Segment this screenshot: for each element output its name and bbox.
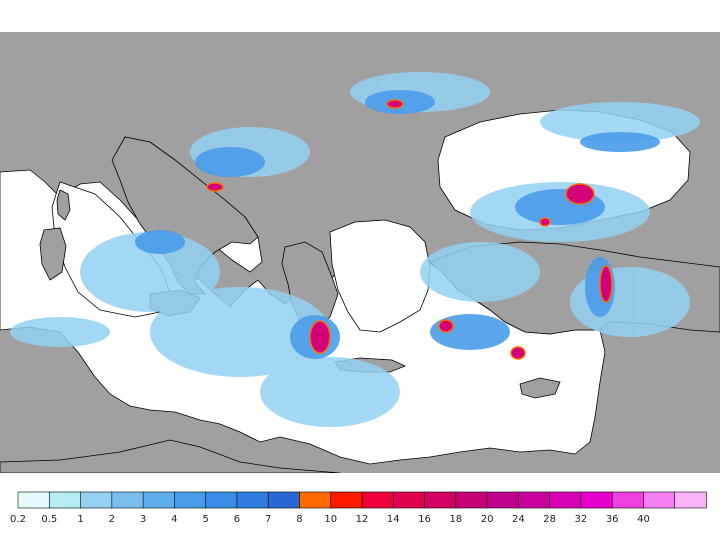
hotspot-eastern-anatolia (599, 265, 613, 303)
color-legend: 0.2 0.5 1 2 3 4 5 6 7 8 10 12 14 16 18 20 24 28 32 36 40 (10, 491, 707, 525)
legend-label: 12 (356, 514, 369, 525)
legend-swatch (142, 491, 176, 509)
precip-area (150, 287, 330, 377)
legend-swatch (299, 491, 332, 509)
legend-swatch (518, 491, 551, 509)
legend-label: 3 (140, 514, 146, 525)
hotspot-anatolia-north (539, 217, 551, 227)
legend-swatch (424, 491, 457, 509)
precip-area (540, 102, 700, 142)
precip-area (420, 242, 540, 302)
corsica-island (56, 189, 71, 221)
legend-swatch (330, 491, 363, 509)
precipitation-hotspots (206, 99, 613, 360)
legend-swatch (267, 491, 301, 509)
legend-swatch (455, 491, 488, 509)
legend-label: 10 (324, 514, 337, 525)
legend-swatch (205, 491, 238, 509)
legend-label: 14 (387, 514, 400, 525)
legend-swatch (549, 491, 582, 509)
legend-label: 8 (296, 514, 302, 525)
legend-label: 32 (575, 514, 588, 525)
hotspot-romania (386, 99, 404, 109)
cyprus-island (519, 377, 561, 399)
precipitation-map (0, 32, 720, 473)
hotspot-southern-turkey (510, 346, 526, 360)
legend-label: 6 (234, 514, 240, 525)
precip-area (135, 230, 185, 254)
legend-label: 20 (481, 514, 494, 525)
precip-area (195, 147, 265, 177)
legend-label: 0.5 (41, 514, 57, 525)
legend-swatch (48, 491, 82, 509)
legend-swatch (392, 491, 426, 509)
legend-label: 18 (449, 514, 462, 525)
legend-label: 5 (202, 514, 208, 525)
legend-swatch (643, 491, 676, 509)
hotspot-peloponnese (309, 320, 331, 354)
sardinia-island (39, 227, 67, 281)
legend-label: 2 (109, 514, 115, 525)
legend-label: 40 (637, 514, 650, 525)
legend-label: 16 (418, 514, 431, 525)
precip-area (430, 314, 510, 350)
legend-swatch (674, 491, 707, 509)
legend-swatch (174, 491, 207, 509)
legend-swatch (236, 491, 269, 509)
legend-swatch (486, 491, 520, 509)
legend-swatch (580, 491, 613, 509)
precip-area (80, 232, 220, 312)
legend-swatch (361, 491, 394, 509)
precip-area (580, 132, 660, 152)
hotspot-aegean-turkey (438, 319, 454, 333)
hotspot-black-sea-south (565, 183, 595, 205)
legend-label: 1 (77, 514, 83, 525)
north-africa-land (0, 439, 341, 473)
legend-label: 36 (606, 514, 619, 525)
legend-label: 24 (512, 514, 525, 525)
precip-area (260, 357, 400, 427)
legend-swatch (80, 491, 113, 509)
legend-label: 0.2 (10, 514, 26, 525)
aegean-sea (329, 219, 431, 333)
legend-label: 28 (543, 514, 556, 525)
legend-swatch (611, 491, 645, 509)
hotspot-bosnia (206, 182, 224, 192)
precipitation-field (10, 72, 700, 427)
legend-swatch (17, 491, 50, 509)
precip-area (10, 317, 110, 347)
legend-label: 4 (171, 514, 177, 525)
legend-label: 7 (265, 514, 271, 525)
legend-swatch (111, 491, 144, 509)
